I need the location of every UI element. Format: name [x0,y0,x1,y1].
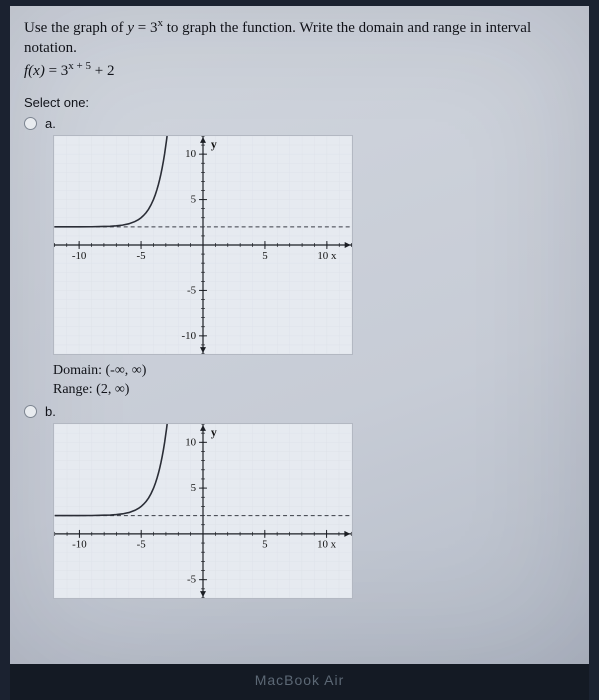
svg-text:-5: -5 [137,539,146,551]
svg-text:-5: -5 [187,574,196,586]
question-text: Use the graph of y = 3x to graph the fun… [24,16,575,81]
svg-text:5: 5 [262,539,267,551]
q-prefix: Use the graph of [24,20,127,36]
option-a-body: a. -10 -5 5 10 x 10 5 -5 -10 y Domain: (-∞, ∞) R… [45,116,575,400]
fn-lhs: f(x) [24,63,45,79]
fn-exp: x + 5 [68,60,91,72]
svg-text:-10: -10 [72,539,87,551]
option-b[interactable]: b. -10 -5 5 10 x 10 5 -5 y [24,404,575,605]
range-label: Range: [53,382,96,397]
domain-value: (-∞, ∞) [106,363,147,378]
svg-text:10: 10 [185,148,196,160]
svg-text:5: 5 [262,250,268,262]
graph-a-svg: -10 -5 5 10 x 10 5 -5 -10 y [54,136,352,354]
svg-text:10 x: 10 x [317,539,337,551]
svg-text:5: 5 [191,193,197,205]
svg-text:y: y [211,137,217,151]
range-value: (2, ∞) [96,382,129,397]
base-eq-lhs: y [127,20,134,36]
graph-b-svg: -10 -5 5 10 x 10 5 -5 y [54,424,352,598]
svg-text:-5: -5 [187,284,197,296]
base-eq-rhs-exp: x [157,17,163,29]
fn-tail: + 2 [91,63,114,79]
graph-a: -10 -5 5 10 x 10 5 -5 -10 y [53,135,353,355]
domain-range-a: Domain: (-∞, ∞) Range: (2, ∞) [53,361,575,400]
fn-eq: = [45,63,61,79]
svg-text:-10: -10 [182,330,197,342]
svg-text:y: y [211,425,217,439]
svg-text:5: 5 [191,482,196,494]
svg-text:-5: -5 [137,250,147,262]
graph-b: -10 -5 5 10 x 10 5 -5 y [53,423,353,599]
device-label: MacBook Air [10,664,589,700]
domain-label: Domain: [53,363,106,378]
option-b-label: b. [45,404,575,419]
option-a[interactable]: a. -10 -5 5 10 x 10 5 -5 -10 y Domain: (-∞, ∞) R… [24,116,575,400]
page-content: Use the graph of y = 3x to graph the fun… [10,6,589,664]
radio-a[interactable] [24,117,37,130]
option-b-body: b. -10 -5 5 10 x 10 5 -5 y [45,404,575,605]
option-a-label: a. [45,116,575,131]
svg-text:-10: -10 [72,250,87,262]
select-one-label: Select one: [24,95,575,110]
radio-b[interactable] [24,405,37,418]
svg-text:10: 10 [185,436,196,448]
svg-text:10 x: 10 x [317,250,337,262]
base-eq-eq: = [134,20,150,36]
